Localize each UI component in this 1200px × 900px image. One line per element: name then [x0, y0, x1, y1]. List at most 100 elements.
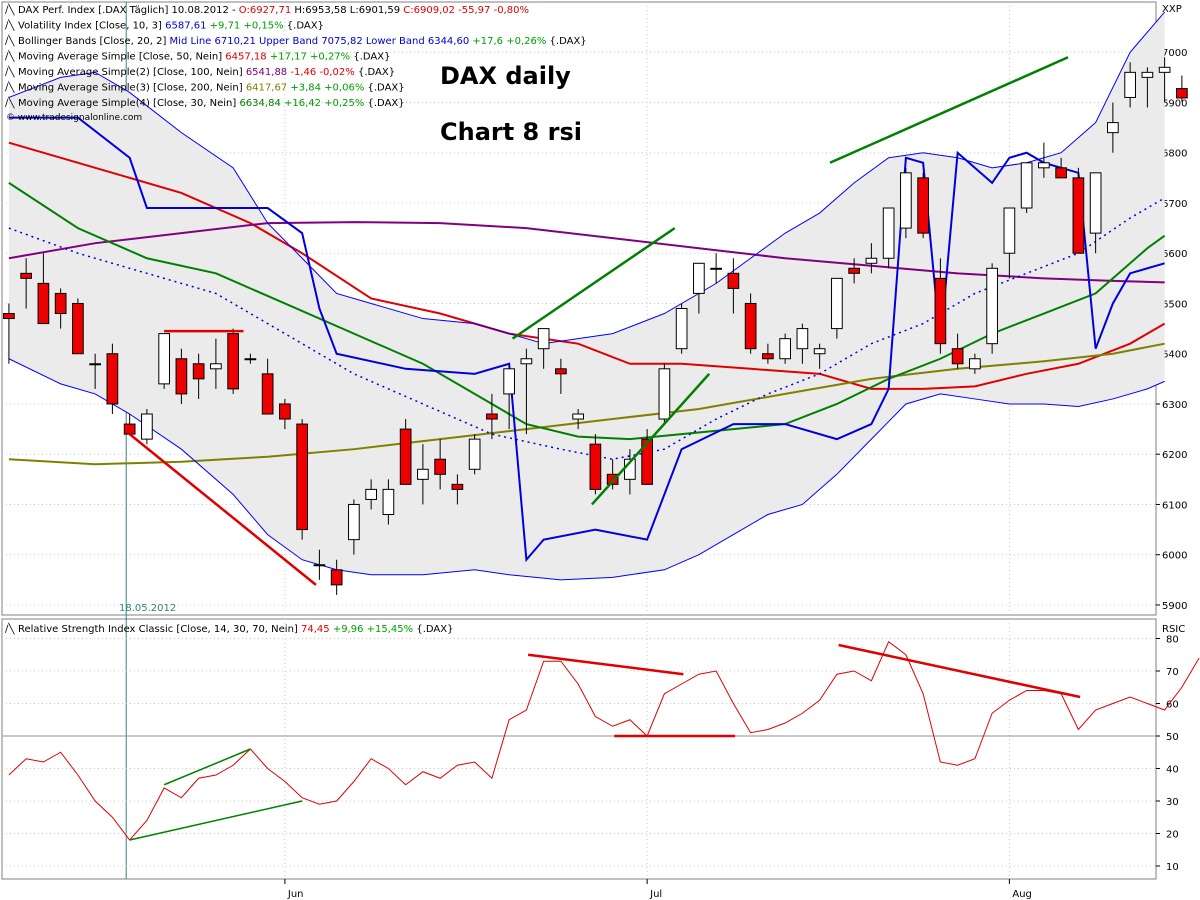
- candle-body-down: [227, 333, 239, 390]
- legend-line-part: {.DAX}: [546, 36, 586, 47]
- rsi-trend-line: [527, 653, 684, 676]
- candle-body-up: [1038, 162, 1050, 169]
- rsi-panel: Jun Jul Aug 10 20 30 40 50 60 70 80: [2, 619, 1200, 900]
- candle: [451, 474, 464, 505]
- legend-line-part: 6541,88: [246, 67, 287, 78]
- candle: [210, 338, 222, 389]
- price-tick-label: 6200: [1162, 450, 1187, 461]
- legend-line-part: {.DAX}: [350, 52, 390, 63]
- series-bb_upper: [8, 11, 1166, 345]
- candle-body-down: [555, 368, 567, 375]
- candle-body-up: [244, 358, 257, 361]
- rsi-tick-label: 30: [1166, 797, 1179, 808]
- candle-body-up: [831, 277, 843, 330]
- price-tick-label: 6300: [1162, 400, 1187, 411]
- rsi-tick-label: 70: [1166, 667, 1179, 678]
- price-trend-line: [591, 372, 711, 506]
- series-ma50: [8, 141, 1166, 390]
- candle: [589, 434, 602, 495]
- rsi-panel-frame: [1, 618, 1157, 880]
- series-bb_lower: [8, 358, 1165, 581]
- candle-body-down: [486, 413, 498, 420]
- candle-body-down: [296, 423, 308, 531]
- candle-body-down: [192, 363, 205, 380]
- candle: [330, 559, 343, 595]
- candle: [1089, 172, 1102, 254]
- candle-body-up: [1020, 162, 1033, 209]
- candle: [1107, 102, 1119, 153]
- legend-header: ∕╲ DAX Perf. Index [.DAX Täglich] 10.08.2…: [5, 3, 587, 635]
- series-ma30: [8, 182, 1166, 441]
- candle-body-up: [313, 564, 326, 567]
- legend-line-icon: ∕╲: [5, 50, 15, 63]
- rsi-tick-label: 10: [1166, 862, 1179, 873]
- candle-body-up: [141, 413, 153, 440]
- candle: [399, 419, 412, 485]
- candle: [1141, 67, 1154, 108]
- rsi-tick-label: 50: [1166, 732, 1179, 743]
- candle: [1072, 167, 1085, 254]
- rsi-legend-line-part: Relative Strength Index Classic [Close, …: [18, 624, 301, 635]
- candle-body-up: [365, 488, 377, 500]
- watermark: © www.tradesignalonline.com: [6, 113, 142, 123]
- candle-body-up: [675, 308, 688, 350]
- candle: [831, 277, 843, 339]
- candle: [72, 298, 84, 355]
- candle-body-down: [37, 282, 50, 325]
- legend-line-icon: ∕╲: [5, 96, 15, 109]
- legend-line-part: H:6953,58 L:6901,59: [291, 5, 403, 16]
- candle: [865, 243, 878, 274]
- legend-line-icon: ∕╲: [5, 81, 15, 94]
- candle: [1158, 57, 1171, 103]
- candle: [382, 479, 395, 525]
- legend-line-icon: ∕╲: [5, 34, 15, 47]
- legend-line-part: O:6927,71: [239, 5, 291, 16]
- candle-body-down: [72, 302, 84, 355]
- candle-body-up: [693, 262, 705, 294]
- rsi-trend-line: [129, 800, 303, 841]
- candle-body-down: [1055, 167, 1067, 179]
- candle-body-up: [1003, 207, 1016, 254]
- candle: [744, 293, 757, 354]
- candle: [141, 408, 153, 445]
- candle-body-up: [986, 267, 998, 345]
- candle-body-up: [382, 488, 395, 516]
- candle: [348, 499, 360, 555]
- candle: [917, 172, 929, 239]
- legend-line: Volatility Index [Close, 10, 3] 6587,61 …: [18, 21, 324, 32]
- legend-line-part: 6587,61: [165, 21, 206, 32]
- candle-body-down: [762, 353, 774, 360]
- candle-body-down: [54, 292, 67, 315]
- candle-body-up: [865, 257, 878, 264]
- price-panel: 5900 6000 6100 6200 6300 6400 6500 6600 6700 6800…: [2, 2, 1188, 879]
- legend-line-part: C:6909,02 -55,97 -0,80%: [403, 5, 529, 16]
- candle: [572, 408, 584, 430]
- x-month-label: Jul: [649, 889, 662, 900]
- candle-body-down: [744, 302, 757, 350]
- price-tick-label: 6600: [1162, 249, 1187, 260]
- rsi-legend-icon: ∕╲: [5, 622, 15, 635]
- legend-line: Moving Average Simple(4) [Close, 30, Nei…: [18, 98, 405, 109]
- series-ma100: [8, 221, 1165, 284]
- price-tick-label: 6000: [1162, 551, 1187, 562]
- price-tick-label: 5900: [1162, 601, 1187, 612]
- legend-line: Moving Average Simple(2) [Close, 100, Ne…: [18, 67, 395, 78]
- candle: [1038, 142, 1050, 178]
- annotation-dax-daily: DAX daily: [440, 62, 571, 90]
- candle-body-down: [434, 458, 446, 475]
- candle: [365, 479, 377, 510]
- candle: [710, 253, 722, 284]
- legend-line-part: 6417,67: [246, 83, 287, 94]
- candle-body-up: [417, 468, 429, 480]
- candle-body-up: [158, 333, 170, 385]
- candle-body-down: [3, 313, 15, 320]
- candle: [20, 258, 32, 309]
- rsi-tick-label: 20: [1166, 830, 1179, 841]
- candle-body-down: [917, 177, 929, 234]
- legend-line-part: Moving Average Simple(3) [Close, 200, Ne…: [18, 83, 246, 94]
- candle: [468, 434, 481, 475]
- date-marker-label: 18.05.2012: [119, 603, 176, 614]
- candle: [244, 353, 257, 364]
- candle-body-down: [589, 443, 602, 490]
- candle-body-down: [451, 483, 464, 490]
